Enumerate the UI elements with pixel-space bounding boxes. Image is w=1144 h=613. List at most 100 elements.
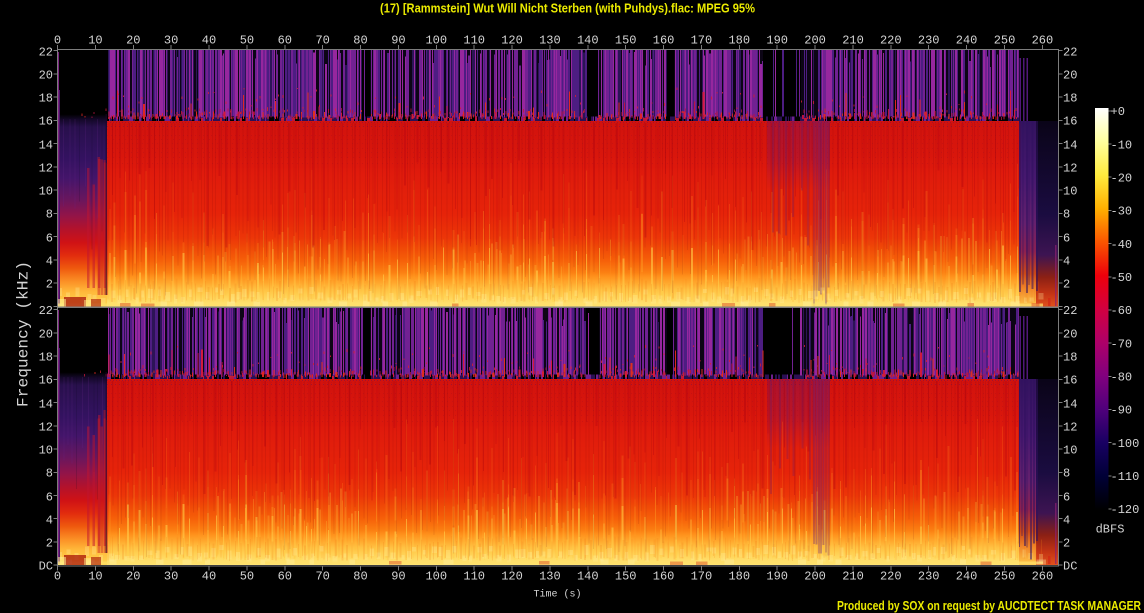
svg-text:2: 2 <box>46 277 53 291</box>
svg-text:240: 240 <box>956 34 978 48</box>
svg-text:8: 8 <box>46 466 53 480</box>
svg-text:230: 230 <box>918 570 940 584</box>
svg-text:180: 180 <box>728 34 750 48</box>
svg-text:14: 14 <box>1063 397 1077 411</box>
svg-text:22: 22 <box>39 45 53 59</box>
svg-text:2: 2 <box>1063 536 1070 550</box>
svg-text:40: 40 <box>202 570 216 584</box>
svg-text:50: 50 <box>240 34 254 48</box>
svg-text:4: 4 <box>1063 513 1070 527</box>
svg-text:140: 140 <box>577 570 599 584</box>
svg-text:0: 0 <box>54 34 61 48</box>
svg-text:14: 14 <box>1063 138 1077 152</box>
svg-text:18: 18 <box>1063 350 1077 364</box>
svg-text:250: 250 <box>994 570 1016 584</box>
svg-text:60: 60 <box>278 34 292 48</box>
svg-text:10: 10 <box>88 570 102 584</box>
svg-text:6: 6 <box>1063 231 1070 245</box>
svg-text:16: 16 <box>1063 373 1077 387</box>
svg-text:18: 18 <box>39 350 53 364</box>
svg-text:120: 120 <box>501 34 523 48</box>
svg-text:160: 160 <box>653 570 675 584</box>
svg-text:10: 10 <box>1063 184 1077 198</box>
svg-text:150: 150 <box>615 34 637 48</box>
svg-text:30: 30 <box>164 570 178 584</box>
svg-text:2: 2 <box>46 536 53 550</box>
svg-text:22: 22 <box>39 304 53 318</box>
svg-text:10: 10 <box>39 184 53 198</box>
svg-text:60: 60 <box>278 570 292 584</box>
svg-text:80: 80 <box>353 34 367 48</box>
svg-text:8: 8 <box>1063 466 1070 480</box>
svg-text:-110: -110 <box>1111 470 1140 484</box>
svg-text:18: 18 <box>1063 91 1077 105</box>
svg-text:10: 10 <box>1063 443 1077 457</box>
svg-text:-10: -10 <box>1111 138 1133 152</box>
svg-text:14: 14 <box>39 397 53 411</box>
svg-text:16: 16 <box>39 114 53 128</box>
svg-text:100: 100 <box>425 34 447 48</box>
svg-text:-100: -100 <box>1111 437 1140 451</box>
svg-text:-70: -70 <box>1111 337 1133 351</box>
svg-text:8: 8 <box>46 207 53 221</box>
svg-text:230: 230 <box>918 34 940 48</box>
svg-text:4: 4 <box>1063 254 1070 268</box>
svg-text:200: 200 <box>804 34 826 48</box>
svg-text:(17) [Rammstein] Wut Will Nich: (17) [Rammstein] Wut Will Nicht Sterben … <box>380 2 755 16</box>
svg-text:20: 20 <box>39 68 53 82</box>
svg-text:190: 190 <box>766 570 788 584</box>
svg-text:110: 110 <box>463 570 485 584</box>
svg-text:4: 4 <box>46 254 53 268</box>
svg-text:2: 2 <box>1063 277 1070 291</box>
svg-text:6: 6 <box>1063 490 1070 504</box>
svg-text:100: 100 <box>425 570 447 584</box>
svg-text:20: 20 <box>39 327 53 341</box>
svg-text:150: 150 <box>615 570 637 584</box>
svg-text:-40: -40 <box>1111 238 1133 252</box>
svg-text:Time (s): Time (s) <box>534 589 582 601</box>
svg-text:180: 180 <box>728 570 750 584</box>
svg-text:14: 14 <box>39 138 53 152</box>
svg-text:130: 130 <box>539 34 561 48</box>
svg-text:30: 30 <box>164 34 178 48</box>
svg-text:DC: DC <box>39 559 53 573</box>
svg-text:DC: DC <box>1063 559 1077 573</box>
svg-text:4: 4 <box>46 513 53 527</box>
svg-text:22: 22 <box>1063 45 1077 59</box>
svg-text:20: 20 <box>1063 68 1077 82</box>
svg-text:+0: +0 <box>1111 105 1125 119</box>
svg-text:16: 16 <box>1063 114 1077 128</box>
svg-text:110: 110 <box>463 34 485 48</box>
svg-text:20: 20 <box>126 570 140 584</box>
svg-text:18: 18 <box>39 91 53 105</box>
svg-text:20: 20 <box>1063 327 1077 341</box>
svg-text:Frequency (kHz): Frequency (kHz) <box>15 261 33 407</box>
svg-text:240: 240 <box>956 570 978 584</box>
svg-text:-30: -30 <box>1111 205 1133 219</box>
svg-text:210: 210 <box>842 570 864 584</box>
svg-text:50: 50 <box>240 570 254 584</box>
svg-text:10: 10 <box>88 34 102 48</box>
svg-text:70: 70 <box>315 34 329 48</box>
svg-text:-90: -90 <box>1111 404 1133 418</box>
svg-text:210: 210 <box>842 34 864 48</box>
svg-text:260: 260 <box>1032 34 1054 48</box>
svg-text:70: 70 <box>315 570 329 584</box>
svg-text:140: 140 <box>577 34 599 48</box>
svg-text:12: 12 <box>1063 420 1077 434</box>
svg-text:16: 16 <box>39 373 53 387</box>
svg-text:-60: -60 <box>1111 304 1133 318</box>
svg-text:130: 130 <box>539 570 561 584</box>
svg-text:20: 20 <box>126 34 140 48</box>
svg-text:dBFS: dBFS <box>1096 522 1125 536</box>
svg-text:6: 6 <box>46 490 53 504</box>
svg-text:90: 90 <box>391 570 405 584</box>
svg-text:220: 220 <box>880 34 902 48</box>
svg-text:40: 40 <box>202 34 216 48</box>
svg-text:-50: -50 <box>1111 271 1133 285</box>
svg-text:0: 0 <box>54 570 61 584</box>
svg-text:190: 190 <box>766 34 788 48</box>
svg-text:80: 80 <box>353 570 367 584</box>
svg-text:Produced by SOX on request by: Produced by SOX on request by AUCDTECT T… <box>837 599 1141 613</box>
svg-text:90: 90 <box>391 34 405 48</box>
